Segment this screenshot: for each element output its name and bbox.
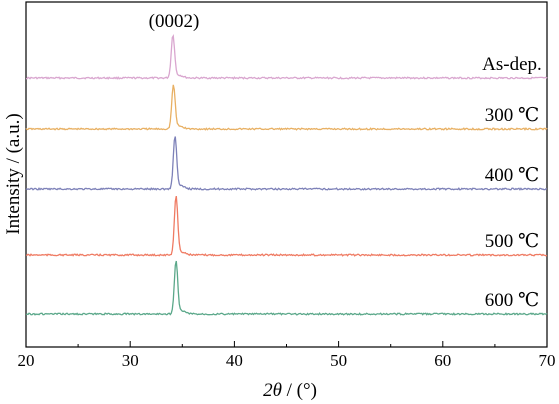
series-label: 300 ℃ — [485, 105, 540, 126]
series-label: 500 ℃ — [485, 231, 540, 252]
series-label: As-dep. — [482, 54, 542, 75]
x-axis-ticks: 20 30 40 50 60 70 — [18, 341, 556, 370]
curve-label-group: As-dep. 300 ℃ 400 ℃ 500 ℃ 600 ℃ — [482, 54, 542, 311]
series-label: 400 ℃ — [485, 165, 540, 186]
y-axis-label: Intensity / (a.u.) — [3, 113, 24, 234]
x-tick-label: 40 — [226, 351, 243, 370]
peak-annotation-label: (0002) — [149, 11, 200, 32]
x-axis-label-symbol: 2θ — [263, 380, 282, 401]
x-axis-label-unit: / (°) — [282, 380, 317, 401]
x-tick-label: 30 — [122, 351, 139, 370]
x-tick-label: 20 — [18, 351, 35, 370]
x-tick-label: 50 — [330, 351, 347, 370]
x-tick-label: 70 — [539, 351, 556, 370]
curve-group — [25, 34, 548, 316]
series-line — [25, 84, 548, 131]
series-line — [25, 260, 548, 316]
x-axis-label: 2θ / (°) — [263, 380, 317, 401]
series-line — [25, 34, 548, 80]
series-line — [25, 195, 548, 257]
series-line — [25, 136, 548, 191]
x-tick-label: 60 — [434, 351, 451, 370]
plot-frame — [25, 1, 548, 348]
series-label: 600 ℃ — [485, 290, 540, 311]
